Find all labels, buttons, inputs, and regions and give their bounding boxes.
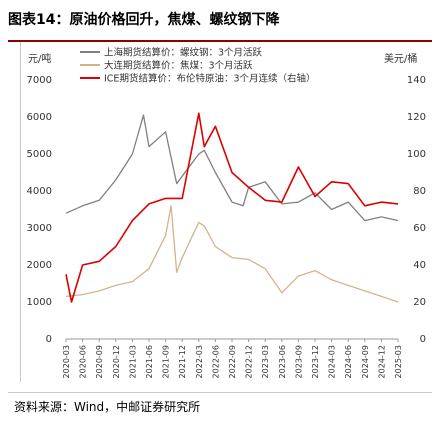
chart-legend: 上海期货结算价：螺纹钢：3个月活跃大连期货结算价：焦煤：3个月活跃ICE期货结算… [80,47,315,85]
y-axis-right: 0 20 40 60 80 100 120 140 [407,75,426,345]
y-tick-right: 80 [413,186,426,197]
left-panel-strip [0,42,21,382]
x-tick-label: 2020-06 [79,345,88,378]
x-tick-label: 2024-12 [377,345,386,378]
y-axis-right-label: 美元/桶 [384,52,417,65]
y-tick-right: 100 [407,149,426,160]
x-tick-label: 2022-09 [228,345,237,378]
x-axis: 2020-03 2020-06 2020-09 2020-12 2021-03 2021-… [62,339,403,378]
y-tick-left: 4000 [27,186,52,197]
y-tick-left: 2000 [27,260,52,271]
y-tick-left: 1000 [27,297,52,308]
y-tick-right: 0 [420,334,426,345]
series-line-2 [65,112,399,303]
x-tick-label: 2021-09 [162,345,171,378]
title-divider [8,40,432,42]
x-tick-label: 2020-03 [62,345,71,378]
y-tick-right: 20 [413,297,426,308]
series-line-1 [65,205,399,303]
y-axis-left: 0 1000 2000 3000 4000 5000 6000 7000 [27,75,52,345]
x-tick-label: 2020-12 [112,345,121,378]
y-tick-left: 0 [46,334,52,345]
x-tick-label: 2022-12 [245,345,254,378]
legend-label-1: 大连期货结算价：焦煤：3个月活跃 [104,60,253,72]
x-tick-label: 2023-12 [311,345,320,378]
series-line-0 [65,114,399,222]
y-axis-left-label: 元/吨 [28,52,51,65]
x-tick-label: 2020-09 [95,345,104,378]
y-tick-right: 60 [413,223,426,234]
x-tick-label: 2021-03 [128,345,137,378]
y-tick-left: 5000 [27,149,52,160]
x-tick-label: 2022-06 [211,345,220,378]
y-tick-left: 6000 [27,112,52,123]
footer-divider [8,392,432,393]
x-tick-label: 2023-06 [278,345,287,378]
y-tick-left: 7000 [27,75,52,86]
x-tick-label: 2023-03 [261,345,270,378]
x-tick-label: 2024-03 [328,345,337,378]
chart-canvas: 0 1000 2000 3000 4000 5000 6000 7000 0 20 40 60 80 1… [27,47,426,379]
x-tick-label: 2021-06 [145,345,154,378]
y-tick-right: 40 [413,260,426,271]
series-layer [65,112,399,303]
x-tick-label: 2025-03 [394,345,403,378]
chart-title: 图表14：原油价格回升，焦煤、螺纹钢下降 [8,12,280,28]
y-tick-right: 120 [407,112,426,123]
x-tick-label: 2022-03 [195,345,204,378]
x-tick-label: 2024-06 [344,345,353,378]
y-tick-left: 3000 [27,223,52,234]
x-tick-label: 2023-09 [294,345,303,378]
x-tick-label: 2021-12 [178,345,187,378]
x-tick-label: 2024-09 [361,345,370,378]
legend-label-0: 上海期货结算价：螺纹钢：3个月活跃 [104,47,263,59]
legend-label-2: ICE期货结算价：布伦特原油：3个月连续（右轴） [104,73,315,85]
source-note: 资料来源：Wind，中邮证券研究所 [14,400,201,414]
y-tick-right: 140 [407,75,426,86]
